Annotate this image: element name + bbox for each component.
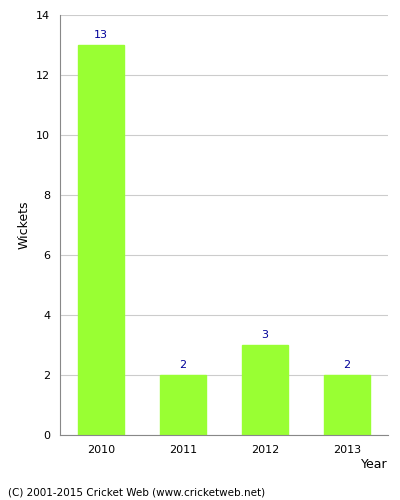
Bar [78, 45, 124, 435]
Text: 13: 13 [94, 30, 108, 40]
Text: 3: 3 [262, 330, 268, 340]
Text: Year: Year [361, 458, 388, 470]
Bar [242, 345, 288, 435]
Text: 2: 2 [344, 360, 350, 370]
Bar [324, 375, 370, 435]
Text: 2: 2 [180, 360, 186, 370]
Bar [160, 375, 206, 435]
Y-axis label: Wickets: Wickets [18, 200, 30, 249]
Text: (C) 2001-2015 Cricket Web (www.cricketweb.net): (C) 2001-2015 Cricket Web (www.cricketwe… [8, 488, 265, 498]
